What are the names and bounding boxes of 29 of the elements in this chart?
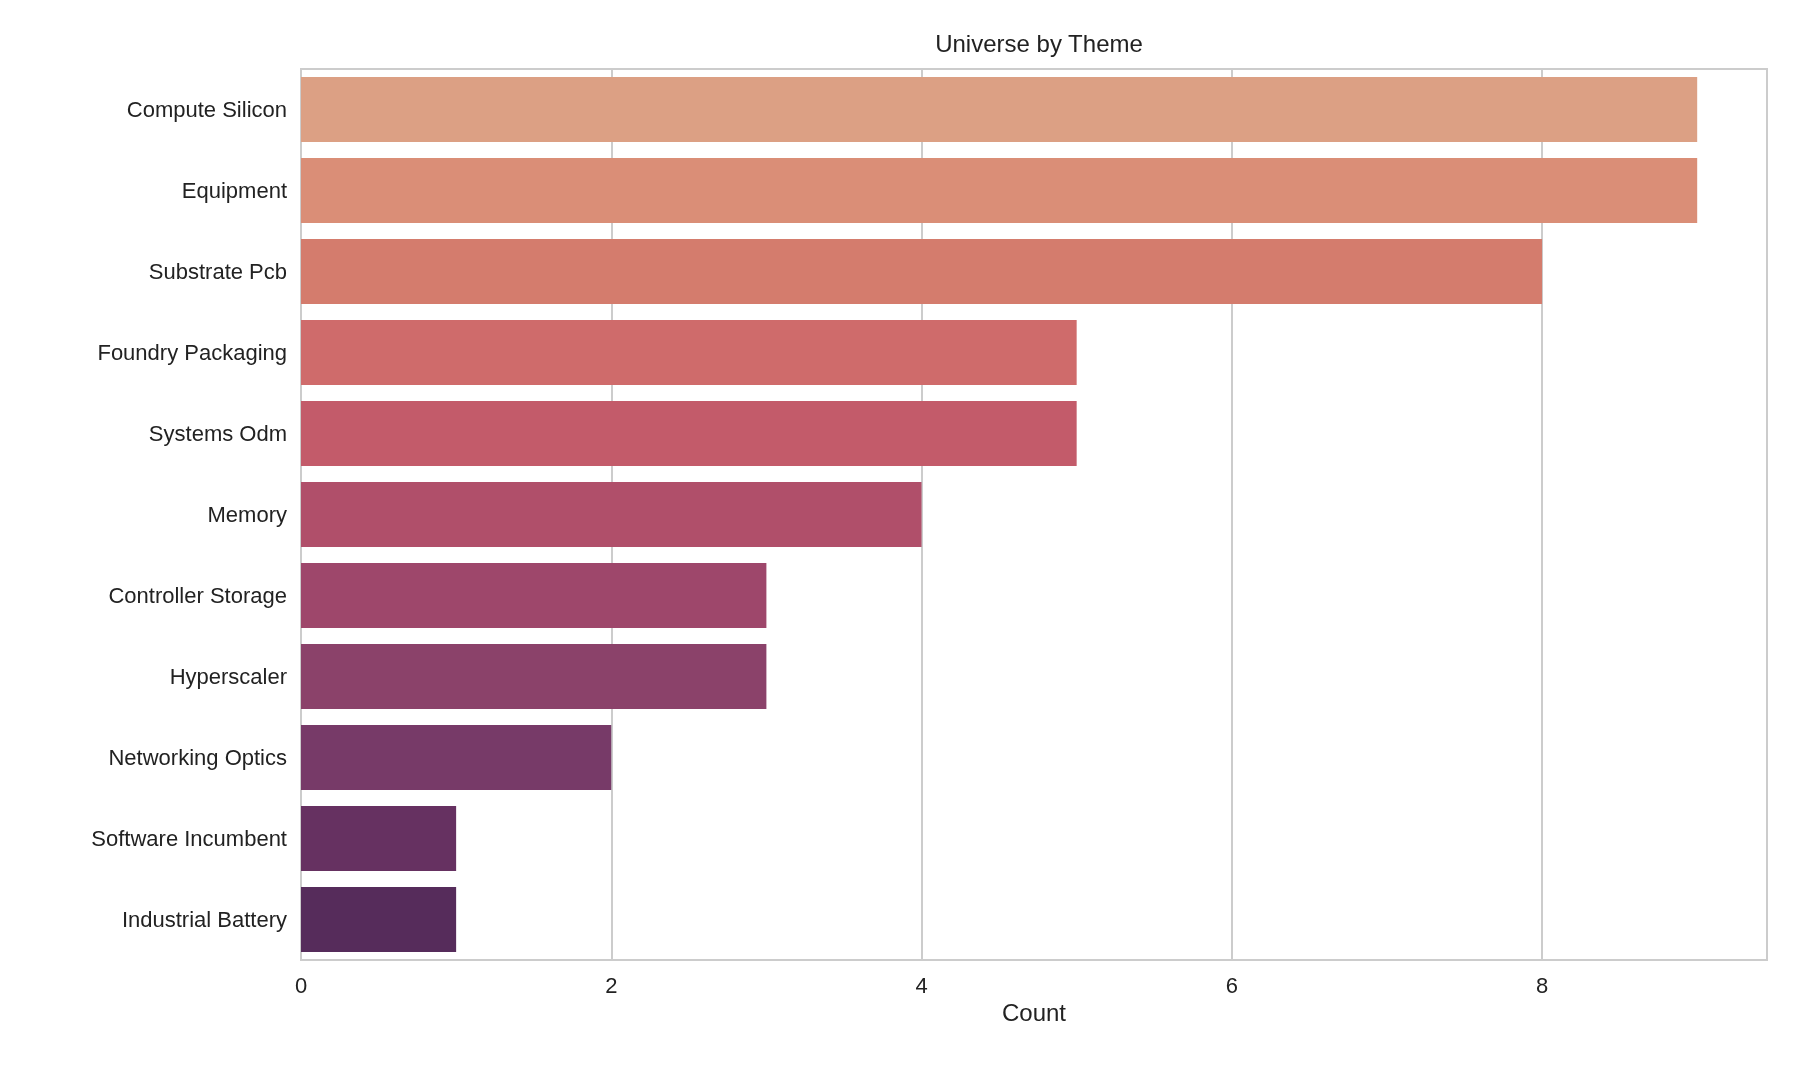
x-tick-label: 4 — [915, 972, 928, 998]
bar — [301, 401, 1077, 466]
chart-title: Universe by Theme — [935, 29, 1143, 57]
y-tick-label: Industrial Battery — [121, 907, 287, 932]
bar — [301, 158, 1698, 223]
y-tick-label: Controller Storage — [108, 583, 287, 608]
x-tick-label: 6 — [1225, 972, 1238, 998]
y-tick-label: Compute Silicon — [126, 97, 287, 122]
y-tick-label: Hyperscaler — [169, 664, 287, 689]
bar — [301, 482, 922, 547]
y-tick-label: Foundry Packaging — [97, 340, 287, 365]
bar — [301, 725, 612, 790]
y-tick-label: Memory — [207, 502, 287, 527]
y-tick-label: Software Incumbent — [91, 826, 287, 851]
bar — [301, 239, 1543, 304]
y-tick-label: Equipment — [181, 178, 287, 203]
bar — [301, 563, 767, 628]
bar — [301, 77, 1698, 142]
y-tick-label: Networking Optics — [108, 745, 287, 770]
bar — [301, 644, 767, 709]
y-tick-label: Systems Odm — [148, 421, 287, 446]
x-tick-label: 2 — [605, 972, 618, 998]
x-tick-label: 0 — [294, 972, 308, 998]
x-tick-label: 8 — [1535, 972, 1549, 998]
bar — [301, 887, 457, 952]
x-axis-title: Count — [1001, 999, 1067, 1027]
bar — [301, 320, 1077, 385]
bar — [301, 806, 457, 871]
y-tick-label: Substrate Pcb — [148, 259, 287, 284]
